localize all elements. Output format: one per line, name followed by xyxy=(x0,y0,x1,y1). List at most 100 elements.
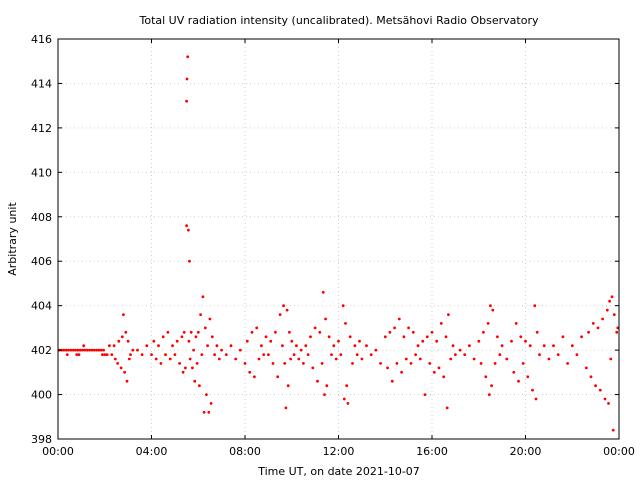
data-point xyxy=(610,295,614,299)
data-point xyxy=(472,357,476,361)
data-point xyxy=(479,362,483,365)
data-point xyxy=(332,344,336,348)
data-point xyxy=(409,362,413,365)
data-point xyxy=(304,344,308,348)
data-point xyxy=(321,290,325,294)
data-point xyxy=(168,357,172,361)
x-axis-label: Time UT, on date 2021-10-07 xyxy=(257,465,420,478)
data-point xyxy=(108,344,111,348)
data-point xyxy=(110,353,114,356)
data-point xyxy=(276,375,280,379)
data-point xyxy=(194,335,198,339)
data-point xyxy=(157,344,160,348)
data-point xyxy=(360,357,364,361)
data-point xyxy=(437,366,441,370)
data-point xyxy=(271,362,275,365)
y-tick-label: 402 xyxy=(31,344,52,357)
data-point xyxy=(528,344,532,348)
data-point xyxy=(290,339,294,343)
data-point xyxy=(390,379,394,383)
data-point xyxy=(404,357,408,361)
data-point xyxy=(278,313,282,316)
y-tick-label: 412 xyxy=(31,122,52,135)
data-point xyxy=(451,344,455,348)
data-point xyxy=(295,344,298,348)
data-point xyxy=(598,388,602,392)
data-point xyxy=(198,384,201,388)
y-tick-label: 416 xyxy=(31,33,52,46)
y-tick-label: 398 xyxy=(31,433,52,446)
y-tick-label: 408 xyxy=(31,211,52,224)
data-point xyxy=(607,402,610,405)
data-point xyxy=(327,335,331,339)
data-point xyxy=(164,353,167,356)
data-point xyxy=(498,353,502,356)
data-point xyxy=(267,353,270,356)
data-point xyxy=(285,308,289,312)
x-tick-label: 20:00 xyxy=(510,445,542,458)
data-point xyxy=(127,357,131,361)
data-point xyxy=(400,370,403,374)
data-point xyxy=(65,353,69,356)
data-point xyxy=(124,330,128,334)
data-point xyxy=(253,375,256,379)
data-point xyxy=(245,339,249,343)
y-tick-label: 410 xyxy=(31,166,52,179)
data-point xyxy=(191,366,194,370)
data-point xyxy=(309,335,312,339)
data-point xyxy=(486,322,490,325)
data-point xyxy=(418,357,422,361)
data-point xyxy=(248,370,252,374)
data-point xyxy=(369,353,373,356)
x-tick-label: 00:00 xyxy=(42,445,74,458)
data-point xyxy=(596,326,600,330)
data-point xyxy=(205,393,208,396)
data-point xyxy=(299,348,303,352)
data-point xyxy=(491,308,495,312)
data-point xyxy=(202,410,206,414)
data-point xyxy=(306,353,310,356)
data-point xyxy=(425,335,429,339)
data-point xyxy=(62,348,66,352)
data-point xyxy=(612,313,616,316)
x-tick-label: 04:00 xyxy=(136,445,168,458)
data-point xyxy=(154,357,158,361)
data-point xyxy=(421,339,425,343)
data-point xyxy=(105,353,109,356)
data-point xyxy=(274,330,277,334)
data-point xyxy=(113,357,117,361)
data-point xyxy=(386,366,389,370)
data-point xyxy=(324,317,327,321)
data-point xyxy=(423,393,427,396)
data-point xyxy=(150,353,153,356)
data-point xyxy=(323,393,326,396)
data-point xyxy=(407,326,410,330)
data-point xyxy=(180,335,184,339)
data-point xyxy=(171,344,174,348)
data-point xyxy=(393,326,396,330)
data-point xyxy=(297,357,301,361)
data-point xyxy=(131,348,135,352)
data-point xyxy=(318,330,322,334)
data-point xyxy=(217,357,221,361)
data-point xyxy=(185,224,189,228)
data-point xyxy=(220,348,224,352)
data-point xyxy=(282,304,285,308)
data-point xyxy=(468,344,471,348)
data-point xyxy=(161,335,165,339)
data-point xyxy=(337,339,340,343)
data-point xyxy=(402,335,406,339)
y-axis-ticks: 398 400 402 404 406 408 410 412 414 416 xyxy=(31,33,619,446)
y-tick-label: 406 xyxy=(31,255,52,268)
data-point xyxy=(346,402,350,405)
data-point xyxy=(90,348,94,352)
data-point xyxy=(521,362,525,365)
data-point xyxy=(289,357,292,361)
data-point xyxy=(262,353,266,356)
data-point xyxy=(345,384,349,388)
data-point xyxy=(188,259,191,263)
data-point xyxy=(302,362,305,365)
data-point xyxy=(112,344,116,348)
data-point xyxy=(454,353,457,356)
data-point xyxy=(587,330,590,334)
